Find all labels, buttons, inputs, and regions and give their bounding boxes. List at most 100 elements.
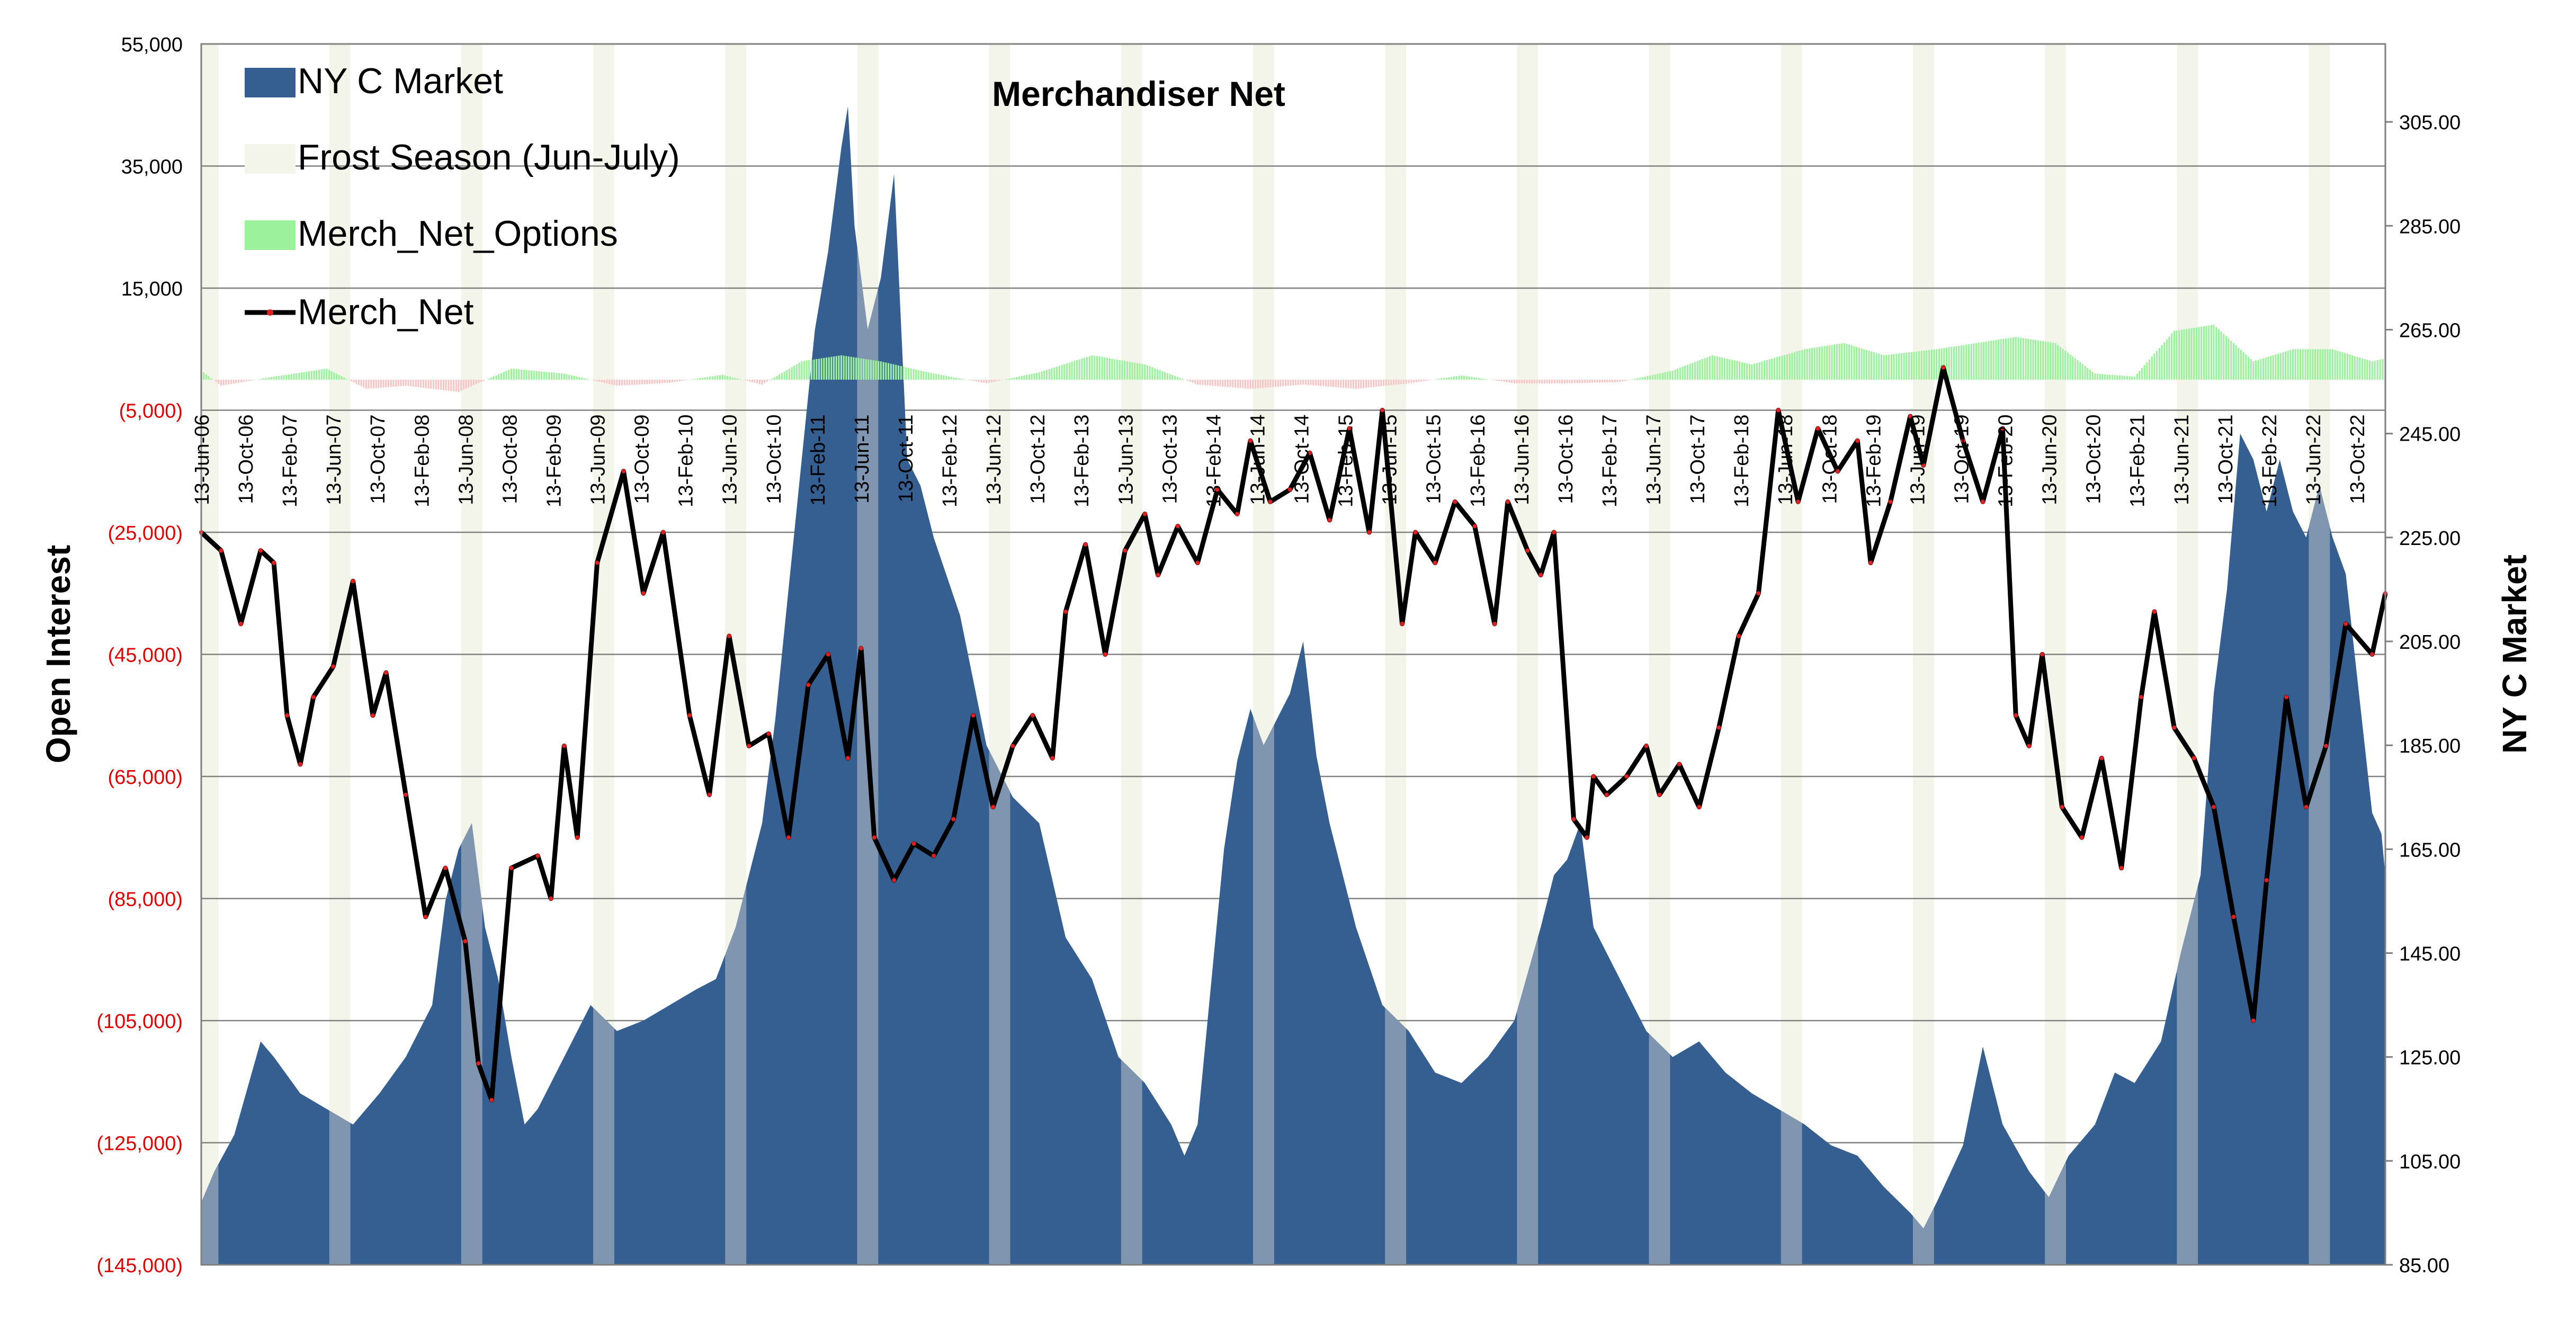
merch-net-point <box>1981 499 1985 504</box>
merch-net-point <box>1657 793 1661 797</box>
option-bar <box>1544 380 1545 383</box>
option-bar <box>1901 353 1902 380</box>
option-bar <box>1846 344 1847 380</box>
option-bar <box>1554 380 1555 383</box>
option-bar <box>2302 349 2304 380</box>
merch-net-point <box>1585 835 1589 839</box>
option-bar <box>2341 352 2343 380</box>
option-bar <box>789 369 790 380</box>
option-bar <box>2382 359 2383 380</box>
option-bar <box>616 380 618 386</box>
option-bar <box>1086 357 1088 380</box>
option-bar <box>1355 380 1357 389</box>
option-bar <box>1662 373 1663 380</box>
option-bar <box>500 373 502 379</box>
x-tick-label: 13-Jun-19 <box>1907 415 1929 505</box>
option-bar <box>1826 346 1828 380</box>
option-bar <box>722 375 723 380</box>
merch-net-point <box>1103 653 1107 657</box>
option-bar <box>375 380 377 388</box>
option-bar <box>1028 374 1030 380</box>
option-bar <box>558 373 560 379</box>
option-bar <box>1441 379 1442 380</box>
option-bar <box>2369 361 2371 380</box>
option-bar <box>631 380 633 385</box>
option-bar <box>566 374 567 379</box>
merch-net-point <box>1624 774 1629 779</box>
option-bar <box>1508 380 1510 382</box>
option-bar <box>1602 380 1603 382</box>
option-bar <box>2144 365 2145 380</box>
merch-net-point <box>621 469 625 474</box>
option-bar <box>1647 376 1648 380</box>
option-bar <box>2037 341 2039 380</box>
option-bar <box>525 370 527 380</box>
option-bar <box>238 380 239 383</box>
option-bar <box>2015 337 2017 380</box>
option-bar <box>1614 380 1616 382</box>
option-bar <box>981 380 982 382</box>
option-bar <box>373 380 374 388</box>
option-bar <box>801 361 802 380</box>
option-bar <box>885 362 887 379</box>
option-bar <box>2329 349 2331 380</box>
option-bar <box>275 376 277 379</box>
merch-net-point <box>2139 695 2143 699</box>
legend-label-ny-c-market: NY C Market <box>298 61 503 101</box>
option-bar <box>2050 342 2051 380</box>
option-bar <box>1751 364 1752 380</box>
option-bar <box>1380 380 1382 386</box>
option-bar <box>1776 357 1778 380</box>
option-bar <box>1809 349 1810 380</box>
merch-net-point <box>2152 610 2157 614</box>
option-bar <box>1443 378 1445 380</box>
x-tick-label: 13-Feb-21 <box>2127 415 2149 507</box>
option-bar <box>1456 376 1457 380</box>
merch-net-point <box>872 835 876 839</box>
option-bar <box>218 380 219 384</box>
option-bar <box>1239 380 1241 388</box>
option-bar <box>875 361 876 380</box>
option-bar <box>1481 379 1482 380</box>
merch-net-point <box>1644 744 1649 748</box>
option-bar <box>702 378 703 380</box>
option-bar <box>1370 380 1372 387</box>
option-bar <box>568 375 570 380</box>
option-bar <box>1759 362 1760 380</box>
option-bar <box>2087 368 2088 380</box>
option-bar <box>1353 380 1354 389</box>
option-bar <box>2166 340 2168 380</box>
option-bar <box>1771 359 1773 380</box>
option-bar <box>1836 344 1838 380</box>
option-bar <box>1182 379 1183 380</box>
option-bar <box>303 372 305 380</box>
option-bar <box>1851 345 1853 380</box>
left-tick-label: (45,000) <box>108 645 183 667</box>
option-bar <box>2114 375 2116 380</box>
option-bar <box>1674 370 1676 380</box>
option-bar <box>1743 363 1745 380</box>
option-bar <box>1053 368 1055 380</box>
option-bar <box>2005 338 2007 380</box>
option-bar <box>1471 377 1472 380</box>
option-bar <box>799 363 800 380</box>
option-bar <box>1801 350 1803 380</box>
merch-net-point <box>2231 915 2235 919</box>
option-bar <box>666 380 668 383</box>
option-bar <box>1551 380 1553 383</box>
merch-net-point <box>1010 744 1015 748</box>
option-bar <box>538 371 540 380</box>
option-bar <box>445 380 447 390</box>
option-bar <box>283 375 284 380</box>
option-bar <box>851 357 852 380</box>
option-bar <box>1576 380 1578 383</box>
option-bar <box>2379 360 2381 380</box>
option-bar <box>425 380 427 388</box>
option-bar <box>1219 380 1221 387</box>
option-bar <box>1518 380 1520 383</box>
option-bar <box>672 380 673 382</box>
option-bar <box>1511 380 1513 383</box>
option-bar <box>2356 357 2358 380</box>
option-bar <box>208 376 209 379</box>
